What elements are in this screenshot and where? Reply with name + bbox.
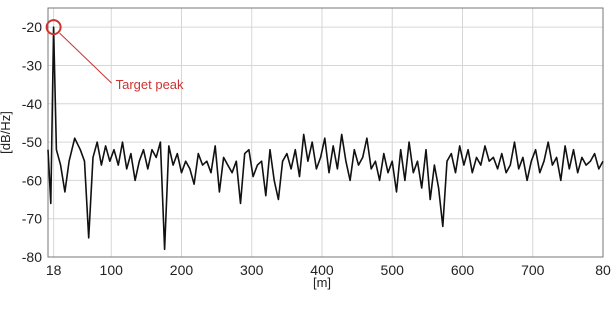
x-tick-label: 500 bbox=[381, 262, 405, 278]
y-tick-label: -40 bbox=[22, 96, 42, 112]
annotation-label: Target peak bbox=[116, 77, 184, 92]
target-peak-marker bbox=[45, 19, 62, 36]
x-tick-label: 600 bbox=[451, 262, 475, 278]
y-axis-label: [dB/Hz] bbox=[0, 111, 13, 154]
annotation-leader-line bbox=[59, 32, 112, 84]
y-tick-label: -30 bbox=[22, 57, 42, 73]
grid-lines bbox=[48, 8, 604, 258]
x-tick-labels: 18 100 200 300 400 500 600 700 80 bbox=[46, 262, 611, 278]
y-tick-label: -20 bbox=[22, 19, 42, 35]
y-tick-label: -70 bbox=[22, 211, 42, 227]
x-tick-label: 700 bbox=[521, 262, 545, 278]
x-tick-label: 18 bbox=[46, 262, 62, 278]
y-tick-labels: -80 -70 -60 -50 -40 -30 -20 bbox=[22, 19, 42, 265]
x-tick-label: 100 bbox=[100, 262, 124, 278]
y-tick-label: -50 bbox=[22, 134, 42, 150]
series-line bbox=[47, 26, 604, 251]
x-tick-label: 300 bbox=[240, 262, 264, 278]
x-tick-label: 400 bbox=[310, 262, 334, 278]
y-tick-label: -60 bbox=[22, 172, 42, 188]
y-tick-label: -80 bbox=[22, 249, 42, 265]
x-tick-label: 80 bbox=[595, 262, 611, 278]
plot-frame bbox=[47, 7, 604, 258]
x-tick-label: 200 bbox=[170, 262, 194, 278]
x-axis-label: [m] bbox=[313, 275, 331, 290]
annotation: Target peak bbox=[45, 19, 184, 92]
